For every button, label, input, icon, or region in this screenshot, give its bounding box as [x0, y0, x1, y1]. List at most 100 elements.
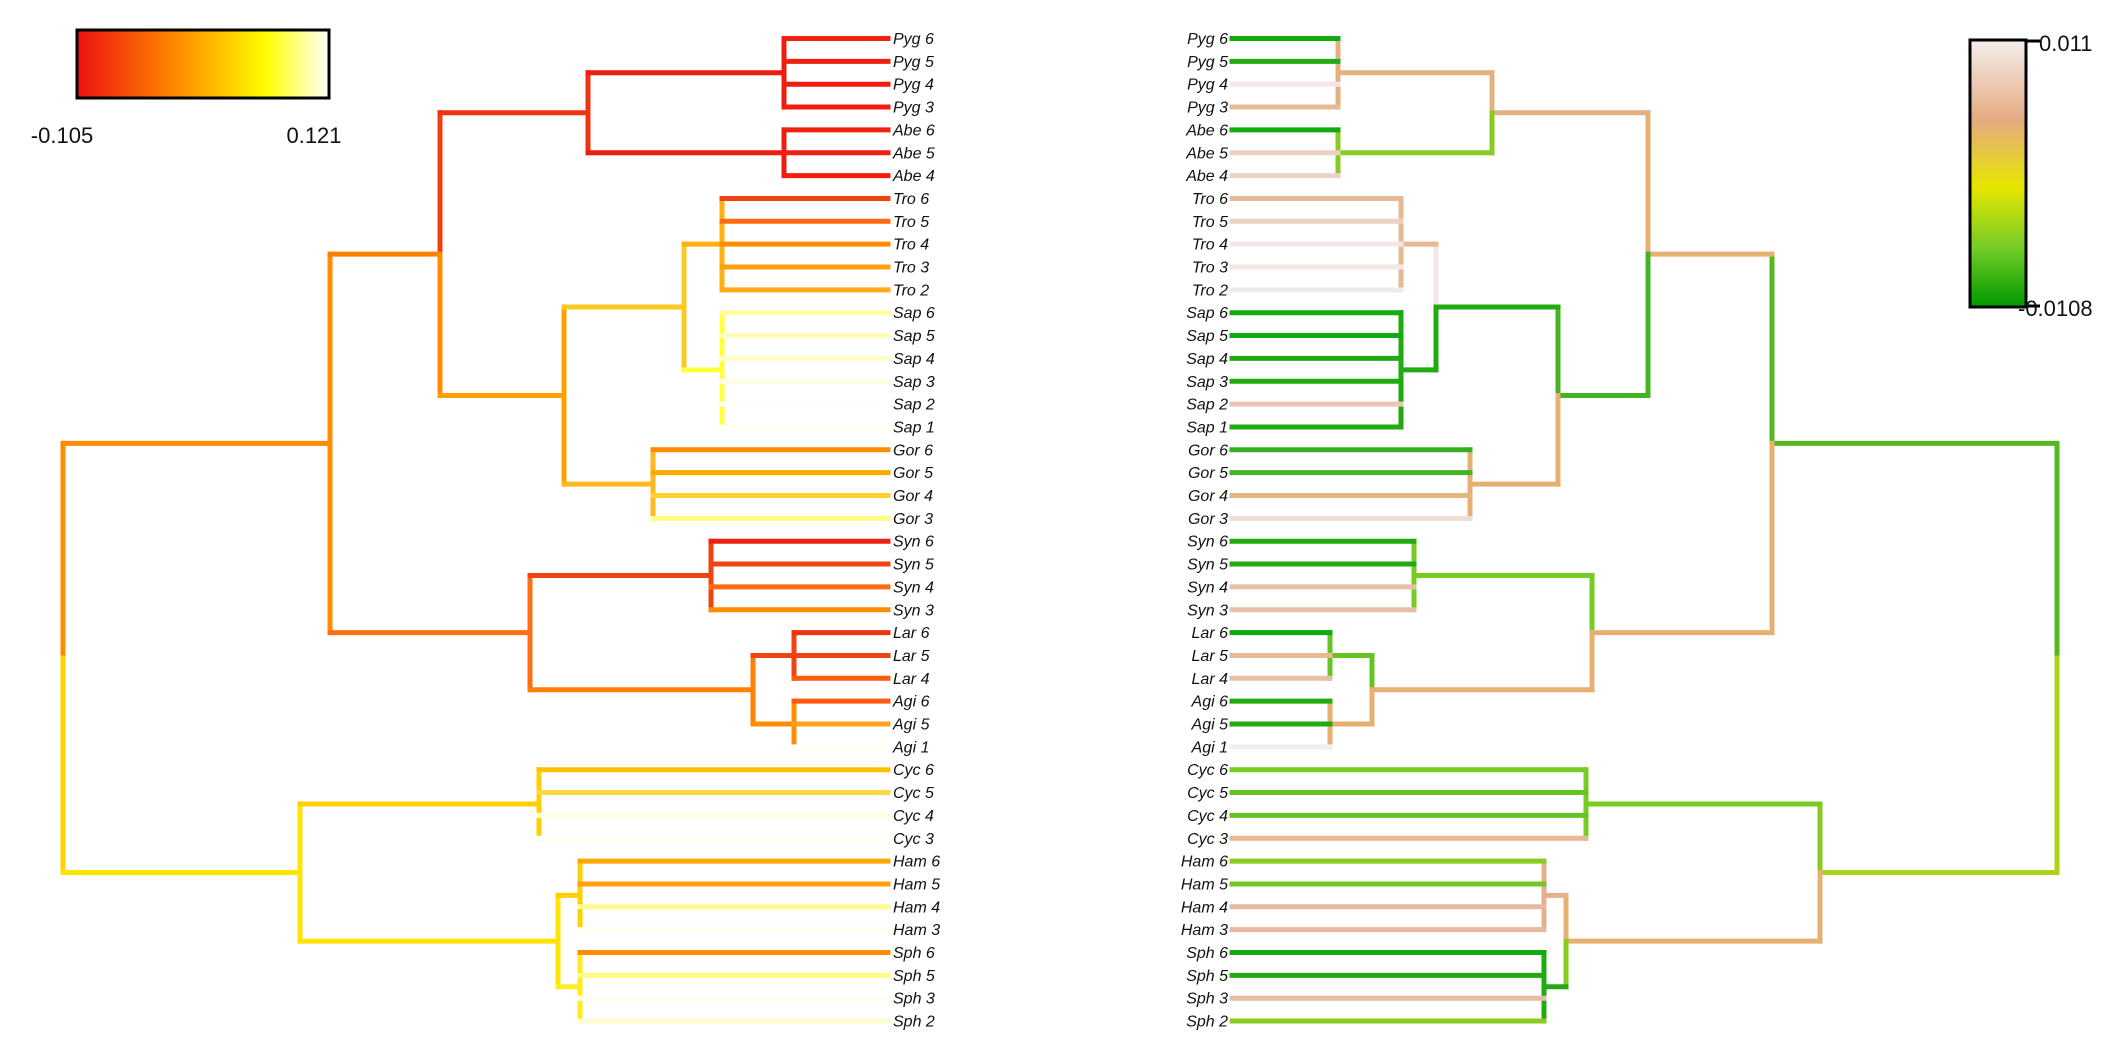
right-tip-label: Abe 5 — [1185, 145, 1228, 162]
left-tip-label: Gor 3 — [893, 511, 933, 528]
right-tip-label: Ham 5 — [1181, 876, 1228, 893]
left-tip-label: Gor 4 — [893, 488, 933, 505]
left-tip-label: Syn 5 — [893, 557, 934, 574]
left-tip-label: Sap 6 — [893, 305, 935, 322]
left-legend-min-label: -0.105 — [31, 123, 93, 148]
left-tip-label: Lar 6 — [893, 625, 930, 642]
right-tip-label: Lar 4 — [1192, 671, 1229, 688]
left-tip-label: Pyg 5 — [893, 54, 934, 71]
right-tip-label: Cyc 5 — [1187, 785, 1228, 802]
right-tip-label: Cyc 6 — [1187, 762, 1228, 779]
right-tip-label: Sap 2 — [1186, 397, 1228, 414]
left-tip-label: Agi 6 — [892, 694, 930, 711]
left-tip-label: Lar 5 — [893, 648, 930, 665]
left-tip-label: Pyg 6 — [893, 31, 934, 48]
right-tip-label: Tro 3 — [1192, 260, 1228, 277]
right-tip-label: Sph 6 — [1186, 945, 1228, 962]
right-tip-label: Lar 6 — [1192, 625, 1229, 642]
right-tip-label: Ham 6 — [1181, 854, 1228, 871]
right-tip-label: Syn 3 — [1187, 602, 1228, 619]
right-tip-label: Tro 6 — [1192, 191, 1228, 208]
right-colour-legend: 0.011 -0.0108 — [1968, 31, 2093, 321]
right-tip-label: Pyg 3 — [1187, 100, 1228, 117]
left-tip-label: Tro 3 — [893, 260, 929, 277]
right-tip-label: Sph 3 — [1186, 991, 1228, 1008]
left-tip-label: Cyc 5 — [893, 785, 934, 802]
right-tip-label: Tro 4 — [1192, 237, 1228, 254]
left-tip-label: Syn 4 — [893, 579, 934, 596]
right-tip-label: Ham 3 — [1181, 922, 1228, 939]
left-legend-max-label: 0.121 — [286, 123, 341, 148]
right-tip-label: Agi 5 — [1191, 717, 1229, 734]
right-tip-label: Syn 6 — [1187, 534, 1228, 551]
right-dendrogram — [1229, 36, 2060, 1024]
right-tip-label: Sap 1 — [1186, 419, 1228, 436]
left-colour-legend: -0.105 0.121 — [31, 28, 342, 148]
right-legend-max-label: 0.011 — [2039, 31, 2092, 56]
left-tip-label: Sph 6 — [893, 945, 935, 962]
left-tip-label: Gor 6 — [893, 442, 933, 459]
right-tip-label: Pyg 5 — [1187, 54, 1228, 71]
right-tip-label: Tro 2 — [1192, 282, 1228, 299]
right-tip-label: Lar 5 — [1192, 648, 1229, 665]
left-tip-label: Tro 2 — [893, 282, 929, 299]
left-tip-label: Ham 6 — [893, 854, 940, 871]
right-tip-label: Abe 4 — [1185, 168, 1228, 185]
left-tip-label: Ham 5 — [893, 876, 940, 893]
right-tip-label: Sap 5 — [1186, 328, 1228, 345]
left-tip-label: Sap 3 — [893, 374, 935, 391]
left-tip-label: Abe 4 — [892, 168, 935, 185]
left-tip-label: Tro 6 — [893, 191, 929, 208]
left-tip-label: Sph 3 — [893, 991, 935, 1008]
left-tip-label: Syn 6 — [893, 534, 934, 551]
right-tip-label: Agi 6 — [1191, 694, 1229, 711]
left-tip-label: Tro 5 — [893, 214, 929, 231]
right-tip-label: Gor 5 — [1188, 465, 1228, 482]
left-tip-label: Sph 5 — [893, 968, 935, 985]
right-tip-label: Sap 6 — [1186, 305, 1228, 322]
left-tip-label: Sap 4 — [893, 351, 935, 368]
right-tip-label: Sph 5 — [1186, 968, 1228, 985]
left-dendrogram — [60, 36, 891, 1024]
right-tip-label: Pyg 6 — [1187, 31, 1228, 48]
left-tip-label: Syn 3 — [893, 602, 934, 619]
right-tip-label: Gor 3 — [1188, 511, 1228, 528]
left-tip-label: Agi 5 — [892, 717, 930, 734]
right-tip-labels: Pyg 6 Pyg 5 Pyg 4 Pyg 3 Abe 6 Abe 5 Abe 4 Tro 6… — [1181, 31, 1228, 1031]
left-tip-label: Sap 5 — [893, 328, 935, 345]
right-tip-label: Pyg 4 — [1187, 77, 1228, 94]
left-tip-label: Tro 4 — [893, 237, 929, 254]
left-tip-label: Cyc 3 — [893, 831, 934, 848]
left-tip-label: Cyc 4 — [893, 808, 934, 825]
left-tip-label: Abe 5 — [892, 145, 935, 162]
left-tip-label: Sph 2 — [893, 1014, 935, 1031]
left-tip-label: Pyg 4 — [893, 77, 934, 94]
right-tip-label: Cyc 3 — [1187, 831, 1228, 848]
right-tip-label: Ham 4 — [1181, 899, 1228, 916]
left-tip-label: Cyc 6 — [893, 762, 934, 779]
right-legend-bar — [1968, 38, 2028, 309]
right-tip-label: Tro 5 — [1192, 214, 1228, 231]
right-tip-label: Syn 4 — [1187, 579, 1228, 596]
left-tip-label: Gor 5 — [893, 465, 933, 482]
right-tip-label: Gor 6 — [1188, 442, 1228, 459]
left-tip-label: Abe 6 — [892, 122, 935, 139]
right-tip-label: Gor 4 — [1188, 488, 1228, 505]
right-tip-label: Cyc 4 — [1187, 808, 1228, 825]
left-tip-label: Ham 4 — [893, 899, 940, 916]
right-tip-label: Sap 4 — [1186, 351, 1228, 368]
right-tip-label: Agi 1 — [1191, 739, 1228, 756]
right-tip-label: Syn 5 — [1187, 557, 1228, 574]
right-tip-label: Abe 6 — [1185, 122, 1228, 139]
right-tip-label: Sap 3 — [1186, 374, 1228, 391]
left-tip-label: Pyg 3 — [893, 100, 934, 117]
left-tip-label: Sap 1 — [893, 419, 935, 436]
left-tip-labels: Pyg 6 Pyg 5 Pyg 4 Pyg 3 Abe 6 Abe 5 Abe 4 Tro 6… — [892, 31, 940, 1031]
right-legend-min-label: -0.0108 — [2018, 296, 2093, 321]
left-tip-label: Lar 4 — [893, 671, 930, 688]
right-tip-label: Sph 2 — [1186, 1014, 1228, 1031]
left-tip-label: Sap 2 — [893, 397, 935, 414]
left-tip-label: Agi 1 — [892, 739, 929, 756]
left-tip-label: Ham 3 — [893, 922, 940, 939]
